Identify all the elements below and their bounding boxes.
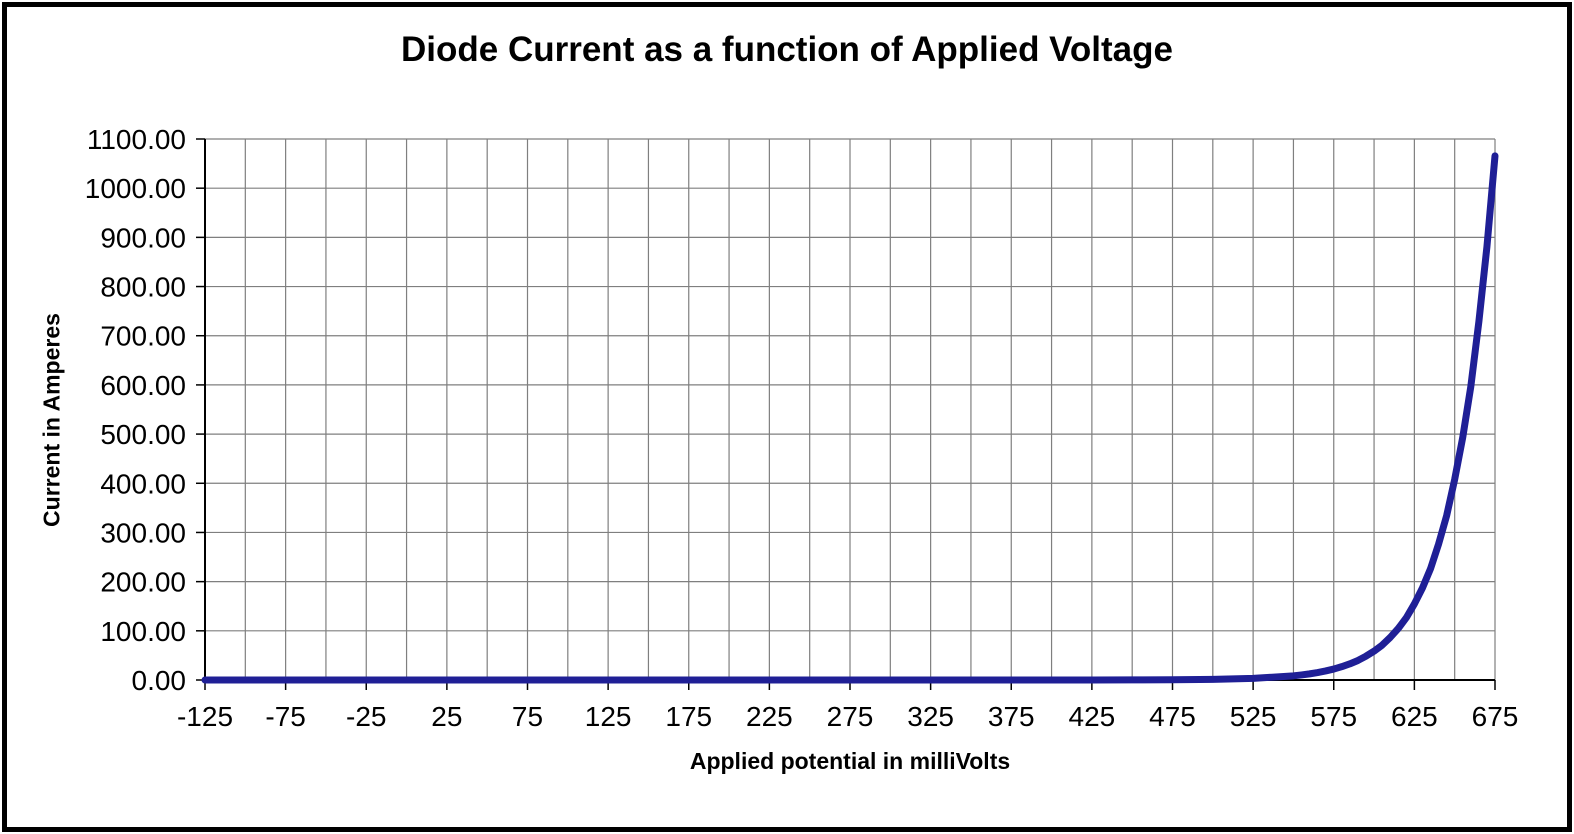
y-tick-label: 100.00 [100,616,186,647]
x-tick-label: 325 [907,701,954,732]
y-tick-label: 1000.00 [85,173,186,204]
y-tick-label: 1100.00 [87,124,186,155]
x-tick-label: 675 [1472,701,1519,732]
x-tick-label: 225 [746,701,793,732]
x-tick-label: 25 [431,701,462,732]
x-tick-label: 375 [988,701,1035,732]
y-tick-label: 900.00 [100,222,186,253]
x-tick-label: 275 [827,701,874,732]
x-tick-label: 125 [585,701,632,732]
y-tick-label: 0.00 [132,665,187,696]
x-tick-label: 525 [1230,701,1277,732]
y-tick-label: 600.00 [100,370,186,401]
y-tick-label: 500.00 [100,419,186,450]
diode-curve [201,152,1499,684]
y-tick-label: 400.00 [100,468,186,499]
x-tick-label: 75 [512,701,543,732]
x-tick-label: 425 [1069,701,1116,732]
x-tick-label: 175 [665,701,712,732]
y-tick-label: 200.00 [100,567,186,598]
y-tick-label: 800.00 [100,272,186,303]
x-tick-label: -75 [265,701,305,732]
x-tick-label: 475 [1149,701,1196,732]
y-tick-label: 300.00 [100,517,186,548]
x-tick-label: -25 [346,701,386,732]
chart-title: Diode Current as a function of Applied V… [401,30,1173,69]
x-axis-title: Applied potential in milliVolts [689,748,1011,774]
y-tick-label: 700.00 [100,321,186,352]
x-tick-label: -125 [177,701,233,732]
x-tick-label: 575 [1310,701,1357,732]
x-tick-label: 625 [1391,701,1438,732]
